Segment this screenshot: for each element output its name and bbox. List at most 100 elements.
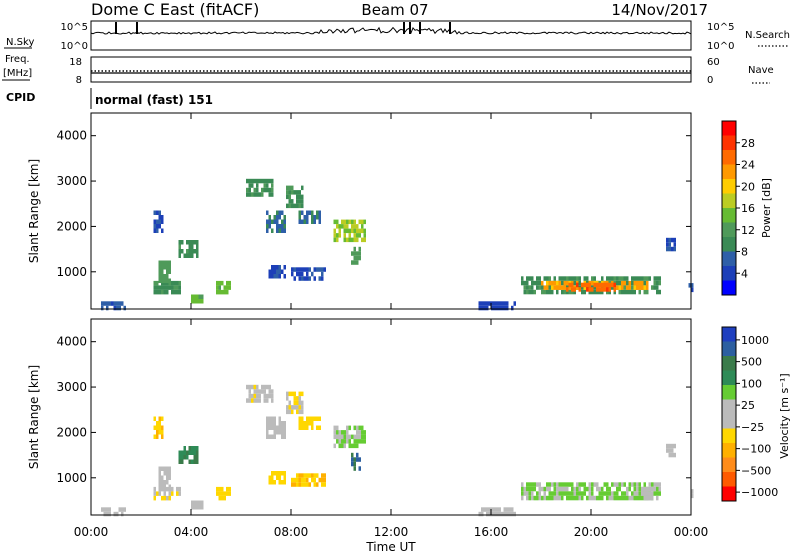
echo-cell: [188, 240, 191, 245]
echo-cell: [513, 511, 516, 517]
echo-cell: [291, 405, 294, 410]
echo-cell: [253, 384, 256, 390]
echo-cell: [483, 305, 486, 311]
echo-cell: [363, 228, 366, 234]
echo-cell: [163, 285, 166, 290]
echo-cell: [646, 280, 649, 286]
echo-cell: [513, 301, 516, 306]
echo-cell: [583, 289, 586, 295]
echo-cell: [156, 289, 159, 295]
echo-cell: [153, 425, 156, 430]
echo-cell: [278, 416, 281, 421]
echo-cell: [653, 486, 656, 492]
echo-cell: [358, 233, 361, 238]
echo-cell: [353, 425, 356, 431]
echo-cell: [638, 491, 641, 496]
echo-cell: [323, 482, 326, 487]
echo-cell: [343, 228, 346, 234]
echo-cell: [361, 434, 364, 440]
echo-cell: [616, 482, 619, 487]
echo-cell: [556, 495, 559, 501]
echo-cell: [266, 393, 269, 399]
echo-cell: [216, 280, 219, 286]
echo-cell: [538, 495, 541, 501]
echo-cell: [308, 267, 311, 272]
echo-cell: [356, 260, 359, 265]
echo-cell: [321, 482, 324, 487]
nave-tick-bottom: 0: [707, 75, 713, 86]
echo-cell: [333, 425, 336, 431]
echo-cell: [598, 491, 601, 496]
echo-cell: [641, 486, 644, 492]
colorbar-segment: [722, 150, 736, 165]
echo-cell: [303, 219, 306, 224]
echo-cell: [286, 203, 289, 209]
echo-cell: [336, 434, 339, 440]
echo-cell: [193, 446, 196, 451]
echo-cell: [488, 511, 491, 517]
echo-cell: [118, 507, 121, 512]
echo-cell: [263, 183, 266, 188]
echo-cell: [343, 237, 346, 243]
echo-cell: [601, 289, 604, 295]
echo-cell: [321, 477, 324, 483]
echo-cell: [278, 430, 281, 435]
echo-cell: [316, 482, 319, 487]
echo-cell: [286, 190, 289, 195]
echo-cell: [161, 285, 164, 290]
echo-cell: [591, 280, 594, 286]
echo-cell: [333, 237, 336, 243]
echo-cell: [358, 457, 361, 462]
echo-cell: [341, 439, 344, 444]
echo-cell: [288, 391, 291, 397]
echo-cell: [188, 253, 191, 258]
echo-cell: [196, 294, 199, 299]
echo-cell: [153, 210, 156, 215]
echo-cell: [116, 511, 119, 517]
echo-cell: [656, 495, 659, 501]
echo-cell: [216, 486, 219, 492]
echo-cell: [643, 495, 646, 501]
velocity-y-ticks: 1000 2000 3000 4000: [56, 335, 691, 485]
echo-cell: [643, 276, 646, 281]
echo-cell: [546, 495, 549, 501]
echo-cell: [638, 495, 641, 501]
echo-cell: [546, 276, 549, 281]
echo-cell: [268, 269, 271, 274]
echo-cell: [298, 409, 301, 415]
echo-cell: [553, 280, 556, 286]
colorbar-segment: [722, 327, 736, 342]
echo-cell: [158, 285, 161, 290]
echo-cell: [298, 396, 301, 401]
echo-cell: [278, 224, 281, 229]
echo-cell: [178, 491, 181, 496]
echo-cell: [118, 301, 121, 306]
colorbar-tick-label: 25: [741, 399, 755, 412]
echo-cell: [538, 285, 541, 290]
echo-cell: [106, 507, 109, 512]
echo-cell: [156, 434, 159, 439]
echo-cell: [648, 276, 651, 281]
echo-cell: [503, 305, 506, 311]
echo-cell: [293, 396, 296, 401]
echo-cell: [358, 255, 361, 261]
echo-cell: [591, 486, 594, 492]
echo-cell: [293, 400, 296, 406]
echo-cell: [551, 482, 554, 487]
echo-cell: [568, 276, 571, 281]
echo-cell: [218, 280, 221, 286]
echo-cell: [353, 434, 356, 440]
colorbar-segment: [722, 472, 736, 487]
echo-cell: [596, 289, 599, 295]
echo-cell: [276, 269, 279, 274]
echo-cell: [313, 477, 316, 483]
echo-cell: [193, 240, 196, 245]
echo-cell: [543, 285, 546, 290]
echo-cell: [523, 285, 526, 290]
echo-cell: [266, 416, 269, 421]
echo-cell: [668, 246, 671, 252]
echo-cell: [356, 228, 359, 234]
echo-cell: [298, 194, 301, 200]
echo-cell: [348, 434, 351, 440]
echo-cell: [543, 486, 546, 492]
